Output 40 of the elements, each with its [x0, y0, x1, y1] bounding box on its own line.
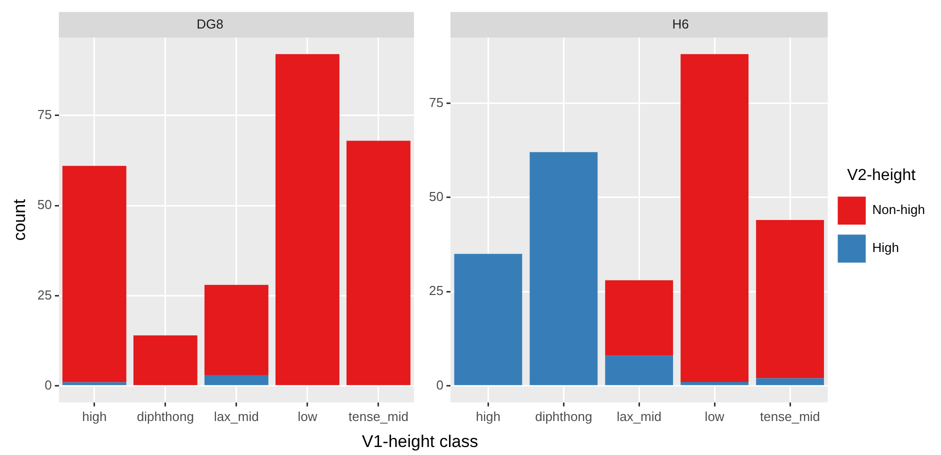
- bar: [204, 284, 268, 376]
- bar: [756, 378, 824, 386]
- bar: [680, 382, 749, 386]
- y-tick-label: 50: [37, 197, 52, 212]
- chart-title: H6: [672, 16, 689, 32]
- bar: [62, 166, 126, 382]
- x-tick-label: lax_mid: [214, 408, 259, 424]
- bar: [454, 254, 522, 386]
- x-tick-label: high: [82, 408, 107, 424]
- bar: [204, 375, 268, 386]
- y-axis-title: count: [10, 198, 29, 241]
- bar: [62, 382, 126, 386]
- legend-label: Non-high: [872, 202, 926, 218]
- x-tick-label: tense_mid: [760, 408, 820, 424]
- x-tick-label: low: [704, 408, 725, 424]
- bar: [346, 140, 410, 386]
- bar: [530, 152, 598, 386]
- y-tick-label: 25: [37, 287, 52, 302]
- y-tick-label: 0: [436, 377, 444, 392]
- y-tick-label: 0: [44, 377, 52, 392]
- x-tick-label: low: [298, 408, 318, 424]
- bar: [756, 220, 824, 378]
- bar: [605, 356, 674, 386]
- y-tick-label: 50: [428, 188, 444, 204]
- y-tick-label: 75: [37, 107, 52, 122]
- x-tick-label: lax_mid: [616, 408, 662, 424]
- legend-title: V2-height: [847, 166, 916, 184]
- chart-title: DG8: [196, 16, 224, 32]
- bar: [605, 280, 674, 356]
- legend-label: High: [872, 240, 899, 256]
- x-tick-label: tense_mid: [348, 408, 408, 424]
- x-axis-title: V1-height class: [360, 432, 480, 452]
- x-tick-label: high: [476, 408, 500, 424]
- y-tick-label: 75: [428, 94, 444, 110]
- bar: [275, 54, 340, 386]
- y-tick-label: 25: [428, 283, 444, 298]
- bar: [680, 54, 749, 382]
- x-tick-label: diphthong: [136, 408, 194, 424]
- x-tick-label: diphthong: [535, 408, 592, 424]
- bar: [133, 335, 198, 386]
